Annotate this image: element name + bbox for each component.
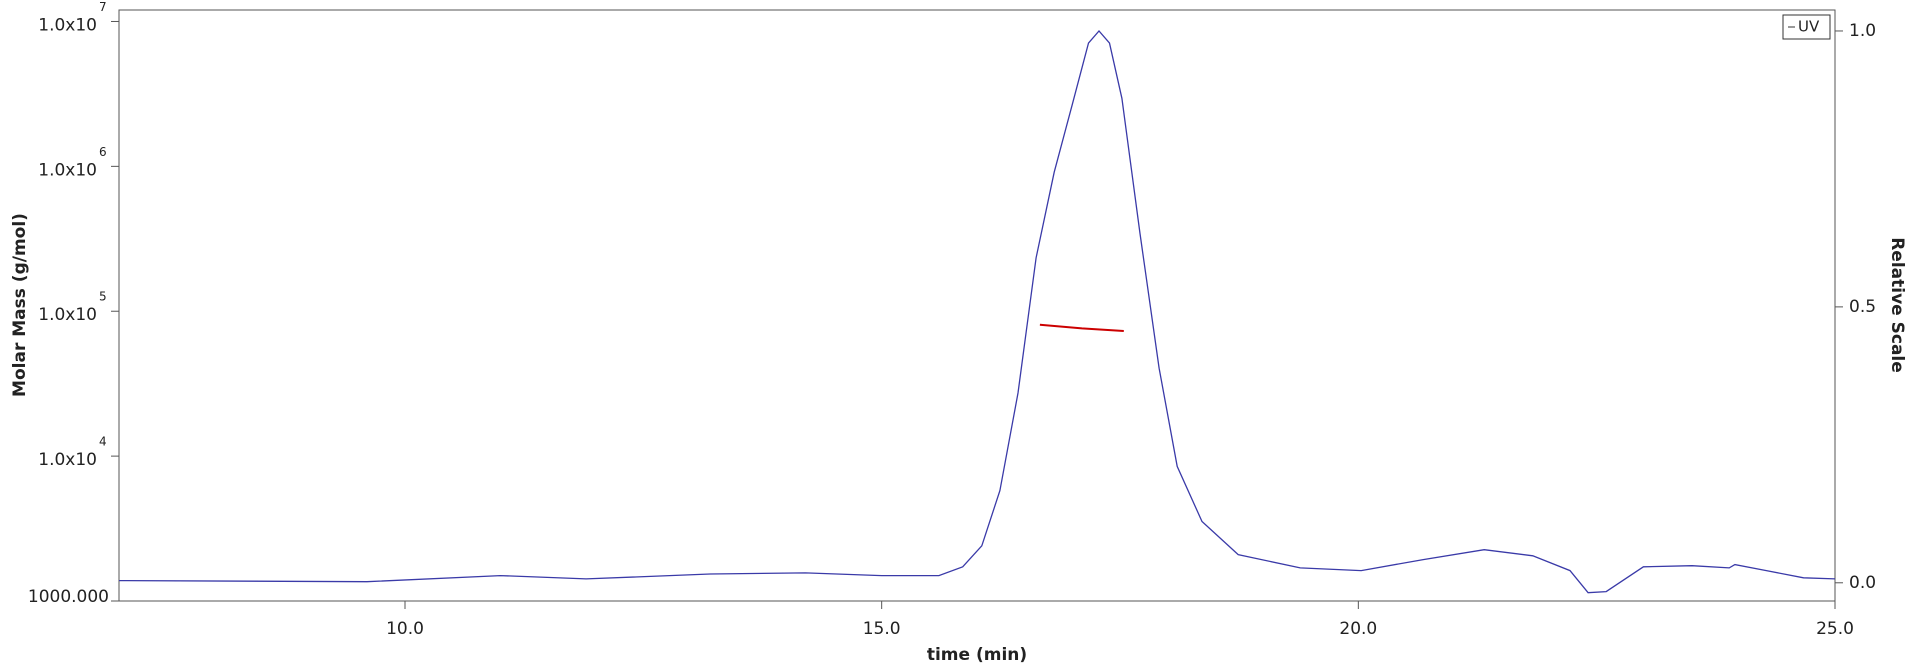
x-tick-label: 25.0 xyxy=(1816,619,1854,639)
y-tick-exponent: 4 xyxy=(99,435,107,449)
x-tick-label: 15.0 xyxy=(863,619,901,639)
x-tick-label: 20.0 xyxy=(1339,619,1377,639)
y2-axis-title: Relative Scale xyxy=(1887,237,1907,373)
plot-frame xyxy=(118,9,1836,602)
y-tick-exponent: 7 xyxy=(99,0,107,14)
y-axis-title: Molar Mass (g/mol) xyxy=(10,213,30,397)
data-line xyxy=(118,30,1836,594)
y2-tick-label: 0.5 xyxy=(1849,297,1876,317)
y-tick-exponent: 6 xyxy=(99,145,107,159)
x-axis-title: time (min) xyxy=(927,645,1027,665)
y2-tick-label: 1.0 xyxy=(1849,21,1876,41)
y2-tick-label: 0.0 xyxy=(1849,573,1876,593)
data-line xyxy=(1039,323,1124,332)
y-tick-label: 1.0x10 xyxy=(38,160,97,180)
y-tick-label: 1.0x10 xyxy=(38,15,97,35)
y-tick-exponent: 5 xyxy=(99,290,107,304)
y-tick-label: 1000.000 xyxy=(28,587,109,607)
legend-label: UV xyxy=(1798,18,1820,36)
x-tick-label: 10.0 xyxy=(386,619,424,639)
y-tick-label: 1.0x10 xyxy=(38,305,97,325)
y-tick-label: 1.0x10 xyxy=(38,450,97,470)
